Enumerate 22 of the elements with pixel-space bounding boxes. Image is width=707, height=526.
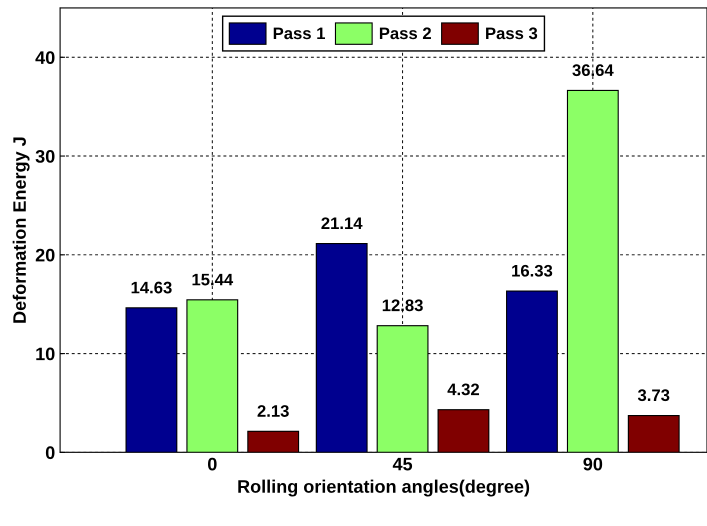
x-tick-label: 45 xyxy=(392,458,412,470)
x-axis-title: Rolling orientation angles(degree) xyxy=(238,480,530,497)
data-label: 2.13 xyxy=(258,405,289,417)
data-label: 14.63 xyxy=(132,282,172,294)
x-tick-label: 0 xyxy=(208,458,217,470)
data-label: 16.33 xyxy=(512,264,552,277)
y-tick-label: 20 xyxy=(36,248,54,262)
legend-label: Pass 3 xyxy=(486,27,538,40)
legend-label: Pass 2 xyxy=(380,27,431,40)
data-label: 4.32 xyxy=(447,383,480,396)
legend-label: Pass 1 xyxy=(274,28,326,40)
data-label: 15.44 xyxy=(192,274,234,286)
data-label: 3.73 xyxy=(638,389,670,402)
y-axis-title: Deformation Energy J xyxy=(12,138,30,323)
y-tick-label: 0 xyxy=(46,446,54,460)
data-label: 36.64 xyxy=(572,64,614,76)
y-tick-label: 30 xyxy=(36,150,54,163)
data-label: 21.14 xyxy=(321,217,362,229)
data-label: 12.83 xyxy=(382,299,423,312)
y-tick-label: 40 xyxy=(35,51,54,64)
x-tick-label: 90 xyxy=(583,458,602,470)
y-tick-label: 10 xyxy=(36,348,54,360)
